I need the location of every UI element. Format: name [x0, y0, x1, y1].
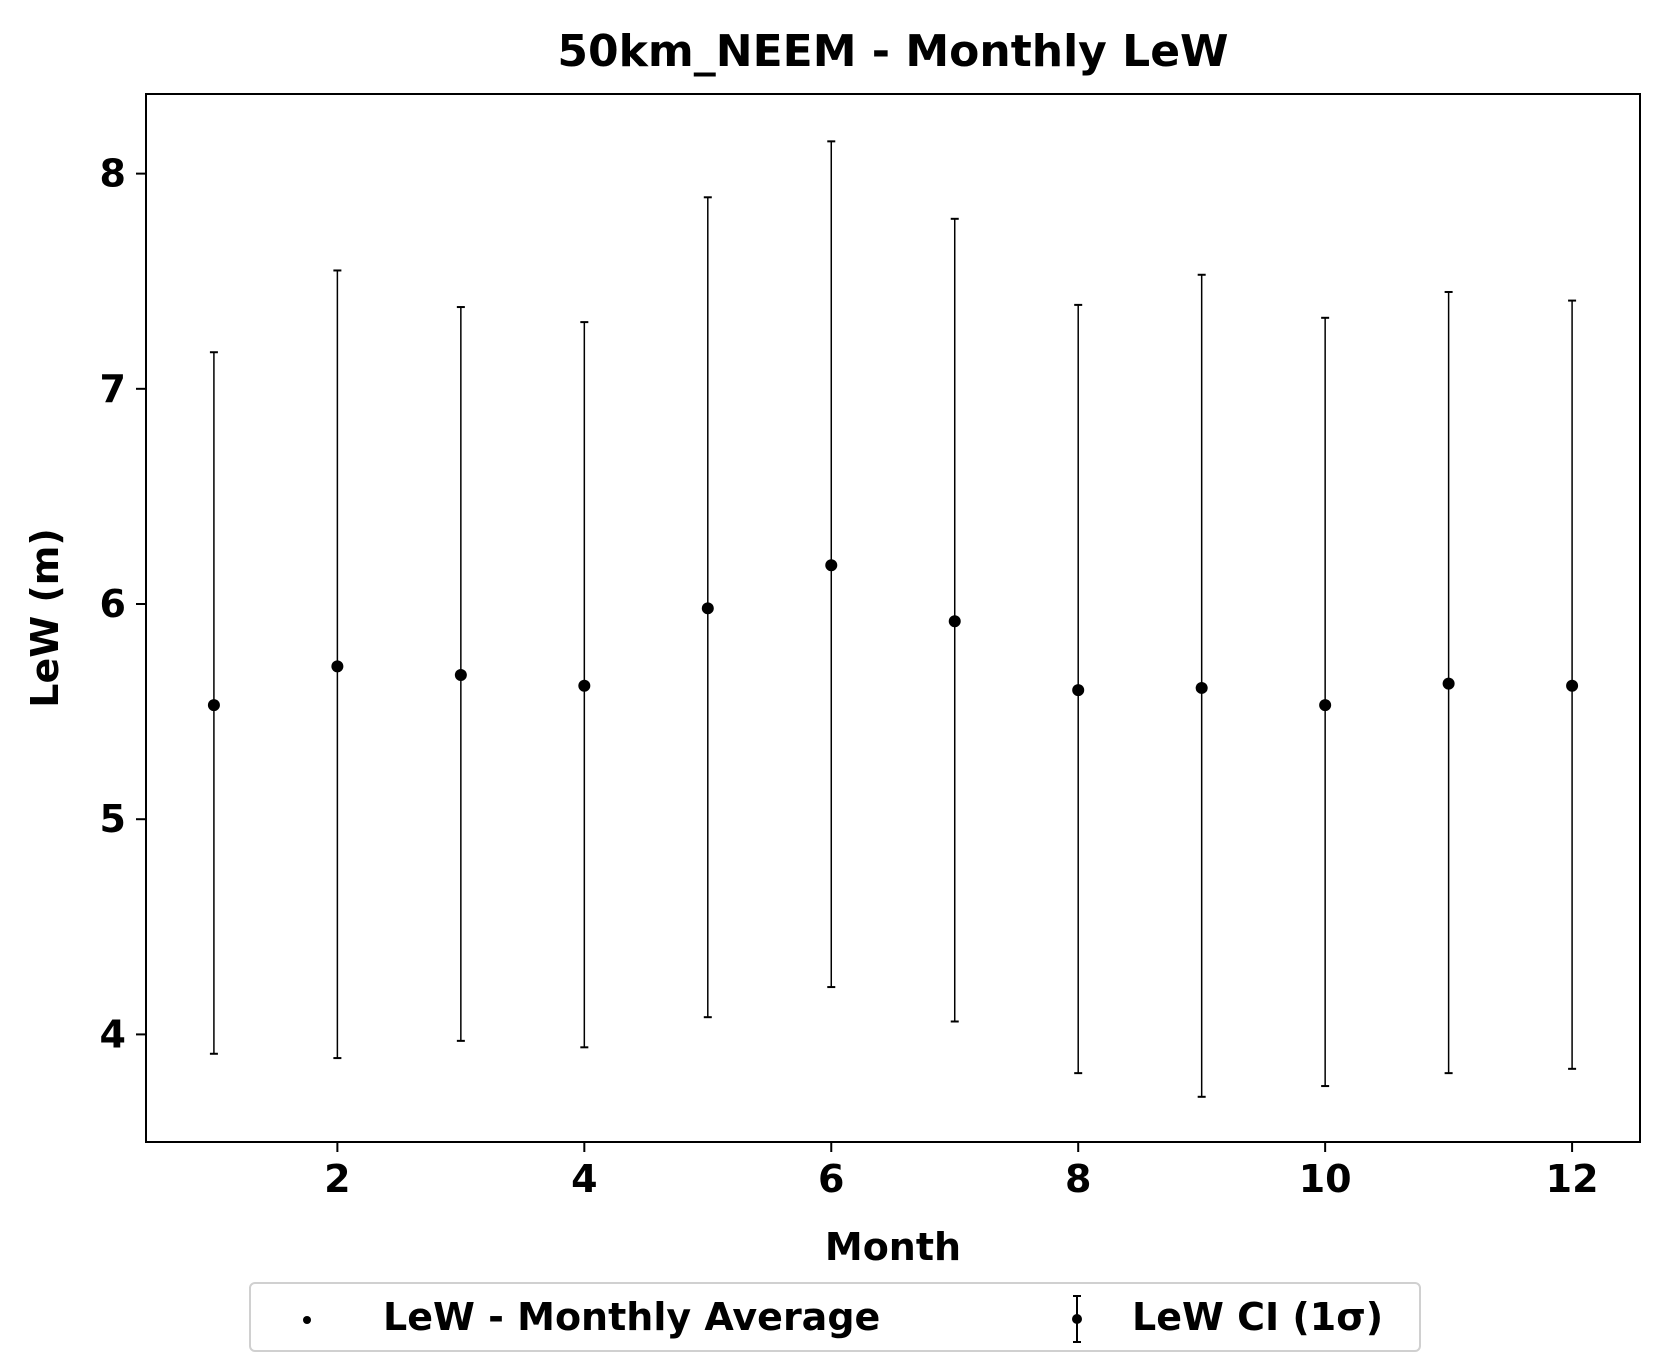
data-point: [1442, 677, 1455, 690]
y-axis: 4 5 6 7 8: [100, 152, 146, 1056]
y-tick-label: 5: [100, 797, 126, 841]
data-point: [578, 679, 591, 692]
chart-title: 50km_NEEM - Monthly LeW: [557, 26, 1228, 77]
x-axis: 2 4 6 8 10 12: [324, 1142, 1599, 1201]
x-tick-label: 2: [324, 1157, 350, 1201]
data-point: [1195, 681, 1208, 694]
x-tick-label: 8: [1065, 1157, 1091, 1201]
legend: LeW - Monthly Average LeW CI (1σ): [249, 1282, 1421, 1352]
legend-label-average: LeW - Monthly Average: [383, 1295, 881, 1339]
y-tick-label: 7: [100, 367, 126, 411]
data-point: [1566, 679, 1579, 692]
data-point: [825, 559, 838, 572]
plot-area: [145, 93, 1641, 1143]
data-point: [1319, 699, 1332, 712]
legend-label-ci: LeW CI (1σ): [1132, 1295, 1384, 1339]
y-tick-label: 8: [100, 152, 126, 196]
x-tick-label: 10: [1299, 1157, 1352, 1201]
data-point: [331, 660, 344, 673]
legend-marker-average: [303, 1316, 311, 1324]
x-tick-label: 12: [1546, 1157, 1599, 1201]
y-axis-label: LeW (m): [23, 528, 67, 707]
data-point: [1072, 684, 1085, 697]
data-point: [454, 669, 467, 682]
data-point: [207, 699, 220, 712]
x-tick-label: 4: [571, 1157, 597, 1201]
data-points: [207, 559, 1579, 712]
y-tick-label: 6: [100, 582, 126, 626]
x-tick-label: 6: [818, 1157, 844, 1201]
x-axis-label: Month: [825, 1225, 961, 1269]
data-point: [948, 615, 961, 628]
y-tick-label: 4: [100, 1012, 126, 1056]
error-bars: [209, 140, 1577, 1098]
legend-marker-ci: [1072, 1295, 1082, 1343]
data-point: [701, 602, 714, 615]
